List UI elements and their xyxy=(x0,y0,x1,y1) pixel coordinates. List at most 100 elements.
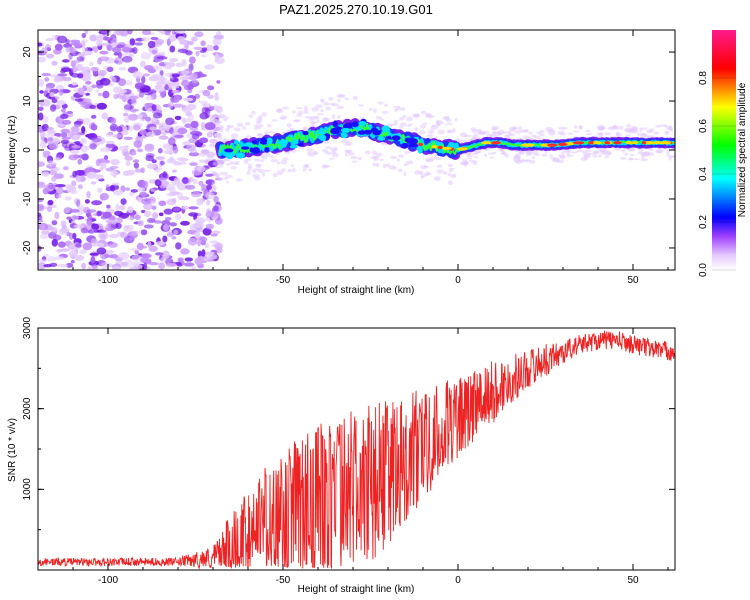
halo-blob xyxy=(573,125,578,129)
halo-blob xyxy=(253,127,261,130)
halo-blob xyxy=(230,165,237,170)
noise-blob xyxy=(162,235,168,243)
ridge-clump xyxy=(235,152,245,159)
halo-blob xyxy=(246,170,251,176)
halo-blob xyxy=(337,98,341,103)
halo-blob xyxy=(350,156,358,160)
halo-blob xyxy=(649,128,655,133)
noise-blob xyxy=(172,207,181,212)
halo-blob xyxy=(454,118,458,122)
noise-blob xyxy=(47,184,57,190)
noise-blob xyxy=(47,160,54,167)
ridge-hotspot xyxy=(641,141,647,145)
halo-blob xyxy=(473,149,482,154)
halo-blob xyxy=(376,163,380,167)
halo-blob xyxy=(429,115,435,118)
noise-blob xyxy=(188,176,194,180)
noise-blob xyxy=(77,184,83,190)
noise-blob xyxy=(85,167,95,173)
halo-blob xyxy=(254,176,261,181)
noise-blob xyxy=(104,37,113,41)
noise-blob xyxy=(53,167,60,172)
noise-blob xyxy=(209,240,219,244)
y-tick-label: -20 xyxy=(22,240,33,255)
noise-blob xyxy=(128,95,139,100)
noise-blob xyxy=(143,262,148,270)
halo-blob xyxy=(287,168,293,173)
noise-blob xyxy=(188,212,199,217)
noise-blob xyxy=(159,69,164,77)
noise-blob xyxy=(119,30,129,37)
noise-blob xyxy=(166,198,177,206)
halo-blob xyxy=(496,131,503,136)
halo-blob xyxy=(225,162,232,166)
noise-blob xyxy=(191,133,200,140)
noise-blob xyxy=(213,205,219,212)
halo-blob xyxy=(371,150,378,156)
noise-blob xyxy=(215,105,223,114)
halo-blob xyxy=(500,149,505,153)
halo-blob xyxy=(583,155,589,161)
noise-blob xyxy=(194,217,206,224)
halo-blob xyxy=(388,165,396,170)
noise-blob xyxy=(120,198,127,205)
halo-blob xyxy=(375,116,383,120)
halo-blob xyxy=(537,137,543,140)
noise-blob xyxy=(91,200,103,206)
halo-blob xyxy=(214,139,219,143)
noise-blob xyxy=(163,208,173,215)
halo-blob xyxy=(668,125,673,131)
halo-blob xyxy=(455,138,462,142)
noise-blob xyxy=(158,212,164,217)
halo-blob xyxy=(308,168,313,172)
noise-blob xyxy=(146,217,156,224)
noise-blob xyxy=(135,230,141,234)
ridge-hotspot xyxy=(604,141,611,145)
halo-blob xyxy=(393,119,398,125)
noise-blob xyxy=(162,171,168,179)
noise-blob xyxy=(205,199,211,206)
noise-blob xyxy=(136,242,144,251)
noise-blob xyxy=(38,183,46,189)
halo-blob xyxy=(484,153,488,157)
noise-blob xyxy=(61,108,66,113)
halo-blob xyxy=(245,135,252,140)
halo-blob xyxy=(412,113,421,118)
halo-blob xyxy=(444,123,448,126)
snr-ticks: -100 -50 0 50 1000 2000 3000 xyxy=(22,316,675,586)
noise-blob xyxy=(57,35,68,44)
halo-blob xyxy=(344,97,351,100)
noise-blob xyxy=(87,266,93,270)
halo-blob xyxy=(236,122,244,128)
noise-blob xyxy=(184,118,192,123)
halo-blob xyxy=(639,127,643,132)
halo-blob xyxy=(509,133,516,137)
halo-blob xyxy=(331,114,336,119)
halo-blob xyxy=(536,131,542,135)
noise-blob xyxy=(100,78,111,86)
halo-blob xyxy=(336,105,345,110)
noise-blob xyxy=(51,220,58,226)
noise-blob xyxy=(205,44,215,52)
halo-blob xyxy=(451,174,457,177)
halo-blob xyxy=(604,155,610,159)
noise-blob xyxy=(65,262,74,268)
noise-blob xyxy=(182,176,189,184)
noise-blob xyxy=(38,204,45,212)
noise-blob xyxy=(169,156,174,162)
halo-blob xyxy=(448,167,455,171)
halo-blob xyxy=(560,154,566,160)
halo-blob xyxy=(241,126,247,130)
halo-blob xyxy=(214,172,220,177)
noise-blob xyxy=(122,125,128,133)
noise-blob xyxy=(173,177,181,185)
noise-blob xyxy=(213,45,219,51)
halo-blob xyxy=(314,115,320,120)
noise-blob xyxy=(125,160,131,167)
noise-blob xyxy=(159,184,168,189)
noise-blob xyxy=(85,87,93,93)
halo-blob xyxy=(280,159,288,165)
halo-blob xyxy=(489,156,494,159)
colorbar-label: Normalized spectral amplitude xyxy=(737,82,748,217)
ridge-clump xyxy=(316,131,327,135)
